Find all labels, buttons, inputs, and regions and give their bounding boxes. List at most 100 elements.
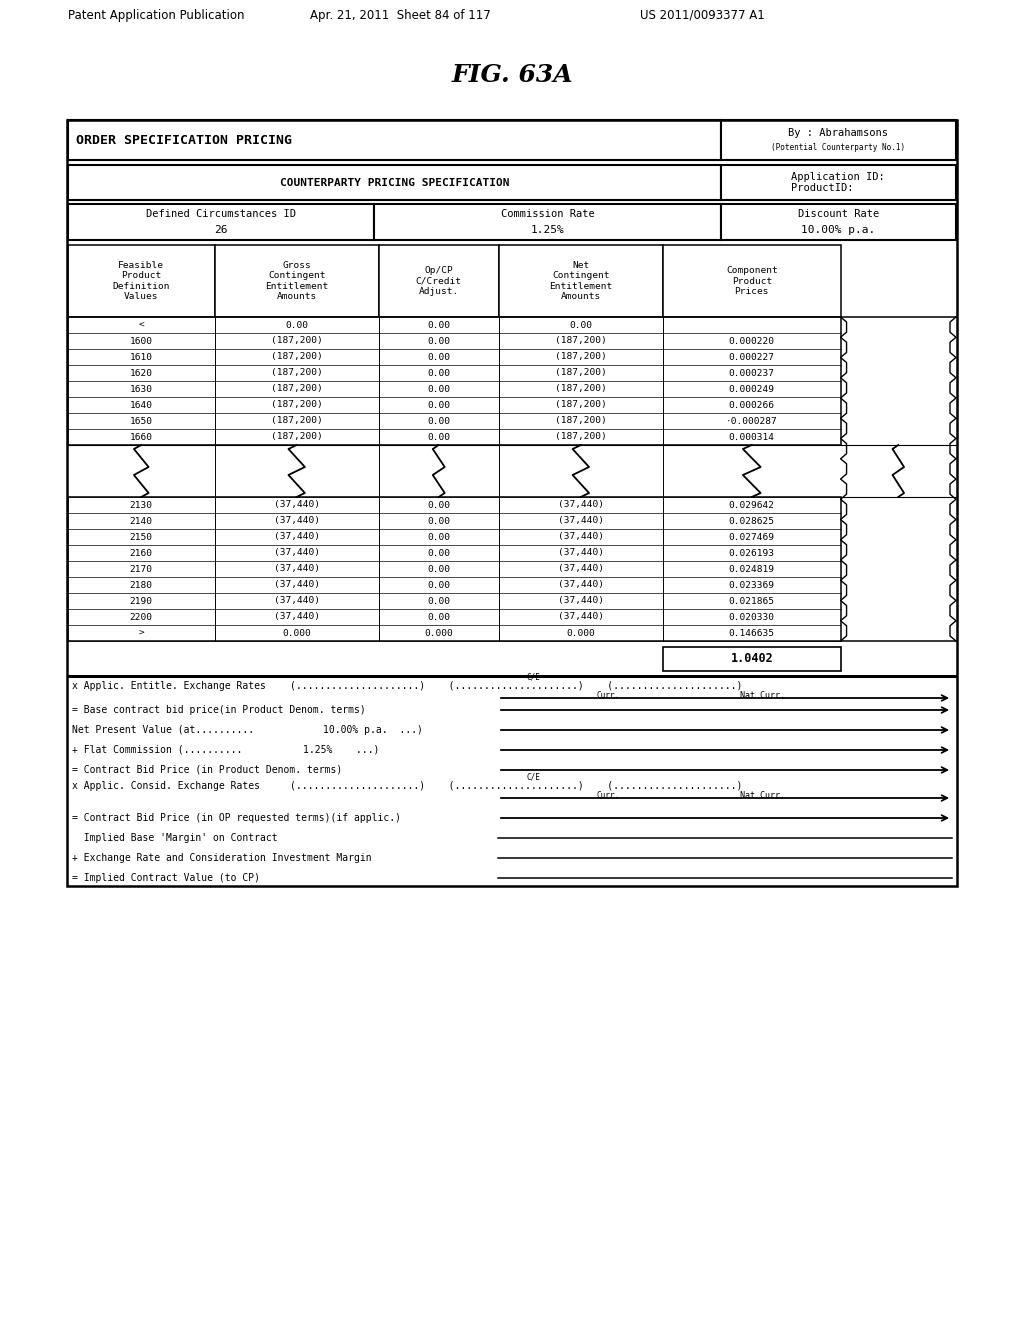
Text: By : Abrahamsons: By : Abrahamsons: [788, 128, 889, 139]
Text: 2150: 2150: [130, 532, 153, 541]
Text: (187,200): (187,200): [555, 368, 606, 378]
Text: 2200: 2200: [130, 612, 153, 622]
Bar: [721, 165, 956, 201]
Text: US 2011/0093377 A1: US 2011/0093377 A1: [640, 8, 765, 21]
Text: (187,200): (187,200): [270, 337, 323, 346]
Text: <: <: [138, 321, 144, 330]
Text: (.....................)    (.....................)    (.....................): (.....................) (...............…: [290, 681, 742, 690]
Text: (187,200): (187,200): [270, 368, 323, 378]
Text: (187,200): (187,200): [270, 417, 323, 425]
Bar: [214, 246, 379, 317]
Text: 0.00: 0.00: [427, 549, 451, 557]
Text: (37,440): (37,440): [273, 565, 319, 573]
Text: 0.00: 0.00: [427, 384, 451, 393]
Text: Curr.: Curr.: [596, 792, 620, 800]
Text: (37,440): (37,440): [273, 549, 319, 557]
Text: 0.00: 0.00: [427, 565, 451, 573]
Text: Patent Application Publication: Patent Application Publication: [68, 8, 245, 21]
Text: Gross
Contingent
Entitlement
Amounts: Gross Contingent Entitlement Amounts: [265, 261, 329, 301]
Text: 1650: 1650: [130, 417, 153, 425]
Text: 0.00: 0.00: [427, 352, 451, 362]
Text: 10.00% p.a.: 10.00% p.a.: [801, 224, 876, 235]
Bar: [663, 246, 841, 317]
Text: x Applic. Consid. Exchange Rates: x Applic. Consid. Exchange Rates: [72, 781, 260, 791]
Text: Feasible
Product
Definition
Values: Feasible Product Definition Values: [113, 261, 170, 301]
Text: x Applic. Entitle. Exchange Rates: x Applic. Entitle. Exchange Rates: [72, 681, 266, 690]
Text: = Contract Bid Price (in Product Denom. terms): = Contract Bid Price (in Product Denom. …: [72, 766, 342, 775]
Text: (187,200): (187,200): [555, 417, 606, 425]
Text: 1630: 1630: [130, 384, 153, 393]
Text: 0.028625: 0.028625: [729, 516, 775, 525]
Text: Implied Base 'Margin' on Contract: Implied Base 'Margin' on Contract: [72, 833, 278, 843]
Text: Application ID:
ProductID:: Application ID: ProductID:: [792, 172, 885, 193]
Text: Nat Curr.: Nat Curr.: [740, 692, 785, 701]
Text: (187,200): (187,200): [555, 400, 606, 409]
Text: ORDER SPECIFICATION PRICING: ORDER SPECIFICATION PRICING: [76, 133, 292, 147]
Text: 2130: 2130: [130, 500, 153, 510]
Bar: [68, 205, 375, 240]
Text: 0.000: 0.000: [424, 628, 453, 638]
Text: Net Present Value (at..........: Net Present Value (at..........: [72, 725, 254, 735]
Bar: [68, 317, 841, 445]
Text: 0.000314: 0.000314: [729, 433, 775, 441]
Text: 1.25%: 1.25%: [530, 224, 564, 235]
Bar: [499, 246, 663, 317]
Text: 0.021865: 0.021865: [729, 597, 775, 606]
Text: 0.000249: 0.000249: [729, 384, 775, 393]
Text: Nat Curr.: Nat Curr.: [740, 792, 785, 800]
Text: (187,200): (187,200): [555, 384, 606, 393]
Text: 26: 26: [214, 224, 228, 235]
Bar: [68, 246, 214, 317]
Text: 0.00: 0.00: [427, 581, 451, 590]
Text: 0.00: 0.00: [427, 400, 451, 409]
Text: ·0.000287: ·0.000287: [726, 417, 777, 425]
Text: 0.00: 0.00: [427, 433, 451, 441]
Text: 1640: 1640: [130, 400, 153, 409]
Text: (187,200): (187,200): [270, 400, 323, 409]
Text: + Flat Commission (..........: + Flat Commission (..........: [72, 744, 243, 755]
Text: 2160: 2160: [130, 549, 153, 557]
Text: 0.00: 0.00: [427, 337, 451, 346]
Text: Discount Rate: Discount Rate: [798, 209, 879, 219]
Text: Commission Rate: Commission Rate: [501, 209, 594, 219]
Text: (37,440): (37,440): [558, 549, 604, 557]
Bar: [721, 205, 956, 240]
Text: (187,200): (187,200): [270, 433, 323, 441]
Text: (187,200): (187,200): [270, 352, 323, 362]
Text: Curr.: Curr.: [596, 692, 620, 701]
Bar: [379, 246, 499, 317]
Text: 1.0402: 1.0402: [730, 652, 773, 665]
Text: (37,440): (37,440): [558, 532, 604, 541]
Text: 0.00: 0.00: [427, 321, 451, 330]
Text: (37,440): (37,440): [558, 581, 604, 590]
Text: 10.00% p.a.  ...): 10.00% p.a. ...): [323, 725, 423, 735]
Text: 0.027469: 0.027469: [729, 532, 775, 541]
Text: (187,200): (187,200): [270, 384, 323, 393]
Text: (187,200): (187,200): [555, 352, 606, 362]
Text: + Exchange Rate and Consideration Investment Margin: + Exchange Rate and Consideration Invest…: [72, 853, 372, 863]
Text: 0.023369: 0.023369: [729, 581, 775, 590]
Text: 2180: 2180: [130, 581, 153, 590]
Text: 0.000227: 0.000227: [729, 352, 775, 362]
Text: 0.000237: 0.000237: [729, 368, 775, 378]
Text: 2190: 2190: [130, 597, 153, 606]
Text: 0.00: 0.00: [427, 500, 451, 510]
Text: 0.000: 0.000: [283, 628, 311, 638]
Text: (.....................)    (.....................)    (.....................): (.....................) (...............…: [290, 781, 742, 791]
Text: C/E: C/E: [526, 772, 540, 781]
Text: 0.024819: 0.024819: [729, 565, 775, 573]
Text: 0.00: 0.00: [427, 612, 451, 622]
Text: 0.00: 0.00: [427, 532, 451, 541]
Text: 1610: 1610: [130, 352, 153, 362]
Text: 0.000266: 0.000266: [729, 400, 775, 409]
Text: 0.00: 0.00: [427, 417, 451, 425]
Text: (37,440): (37,440): [558, 597, 604, 606]
Text: (37,440): (37,440): [558, 516, 604, 525]
Bar: [68, 498, 841, 642]
Text: 1.25%    ...): 1.25% ...): [303, 744, 379, 755]
Text: 0.00: 0.00: [427, 516, 451, 525]
Text: >: >: [138, 628, 144, 638]
Text: (37,440): (37,440): [273, 516, 319, 525]
Text: (37,440): (37,440): [273, 532, 319, 541]
Text: (37,440): (37,440): [273, 581, 319, 590]
